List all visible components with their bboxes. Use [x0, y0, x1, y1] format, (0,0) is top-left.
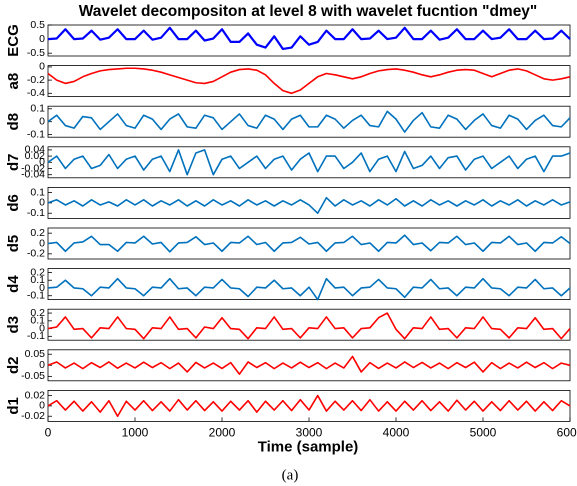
- signal-line: [47, 110, 571, 133]
- signal-line: [47, 26, 571, 51]
- y-tick-label: -0.02: [21, 410, 45, 422]
- signal-line: [47, 277, 571, 301]
- x-tick-label: 1000: [122, 426, 149, 440]
- axes-box: [47, 389, 571, 422]
- x-tick-label: 6000: [557, 426, 577, 440]
- y-tick-label: 0: [39, 359, 45, 371]
- y-tick-label: -0.2: [27, 248, 45, 260]
- x-tick-label: 4000: [383, 426, 410, 440]
- y-axis-label: d3: [5, 316, 22, 334]
- y-axis-label: d1: [5, 397, 22, 415]
- y-axis-label: a8: [5, 73, 22, 90]
- y-axis-label: d6: [5, 194, 22, 212]
- y-tick-label: -0.05: [21, 370, 45, 382]
- axes-box: [47, 146, 571, 179]
- y-tick-label: 0.1: [30, 274, 45, 286]
- y-tick-label: 0.05: [25, 348, 46, 360]
- y-tick-label: -0.1: [27, 330, 45, 342]
- y-tick-label: -0.1: [27, 290, 45, 302]
- y-tick-label: -0.1: [27, 207, 45, 219]
- x-axis-label: Time (sample): [258, 438, 359, 455]
- y-tick-label: 0.02: [25, 389, 46, 401]
- y-tick-label: 0: [39, 282, 45, 294]
- y-axis-label: ECG: [5, 24, 22, 57]
- y-tick-label: 0: [39, 115, 45, 127]
- signal-line: [47, 67, 571, 95]
- y-axis-label: d5: [5, 235, 22, 253]
- y-tick-label: 0.1: [30, 103, 45, 115]
- y-tick-label: 0: [39, 400, 45, 412]
- axes-box: [47, 24, 571, 57]
- y-tick-label: -0.5: [27, 47, 45, 59]
- signal-line: [47, 312, 571, 340]
- y-tick-label: -0.4: [27, 87, 45, 99]
- y-tick-label: 0.02: [25, 150, 46, 162]
- y-tick-label: -0.04: [21, 168, 45, 180]
- y-tick-label: 0.1: [30, 315, 45, 327]
- signal-line: [47, 196, 571, 215]
- y-tick-label: 0: [39, 33, 45, 45]
- y-tick-label: 0: [39, 156, 45, 168]
- y-axis-label: d7: [5, 154, 22, 172]
- y-tick-label: 0.5: [30, 19, 45, 31]
- y-tick-label: 0.2: [30, 266, 45, 278]
- y-tick-label: 0.04: [25, 144, 46, 156]
- signal-line: [47, 355, 571, 375]
- axes-box: [47, 186, 571, 219]
- y-axis-label: d2: [5, 357, 22, 375]
- axes-box: [47, 268, 571, 301]
- axes-box: [47, 308, 571, 341]
- x-tick-label: 2000: [209, 426, 236, 440]
- signal-line: [47, 394, 571, 418]
- y-tick-label: 0: [39, 197, 45, 209]
- y-tick-label: 0.1: [30, 186, 45, 198]
- y-tick-label: 0: [39, 322, 45, 334]
- y-tick-label: -0.1: [27, 128, 45, 140]
- y-axis-label: d8: [5, 113, 22, 131]
- y-axis-label: d4: [5, 275, 22, 293]
- y-tick-label: 0.2: [30, 227, 45, 239]
- x-tick-label: 0: [45, 426, 52, 440]
- signal-line: [47, 234, 571, 253]
- caption: (a): [282, 467, 299, 483]
- x-tick-label: 5000: [470, 426, 497, 440]
- y-tick-label: -0.2: [27, 74, 45, 86]
- y-tick-label: 0.2: [30, 307, 45, 319]
- y-tick-label: -0.02: [21, 162, 45, 174]
- axes-box: [47, 105, 571, 138]
- y-tick-label: 0: [39, 61, 45, 73]
- axes-box: [47, 65, 571, 97]
- chart-title: Wavelet decompositon at level 8 with wav…: [79, 3, 538, 20]
- x-tick-label: 3000: [296, 426, 323, 440]
- signal-line: [47, 149, 571, 176]
- y-tick-label: 0: [39, 237, 45, 249]
- axes-box: [47, 349, 571, 382]
